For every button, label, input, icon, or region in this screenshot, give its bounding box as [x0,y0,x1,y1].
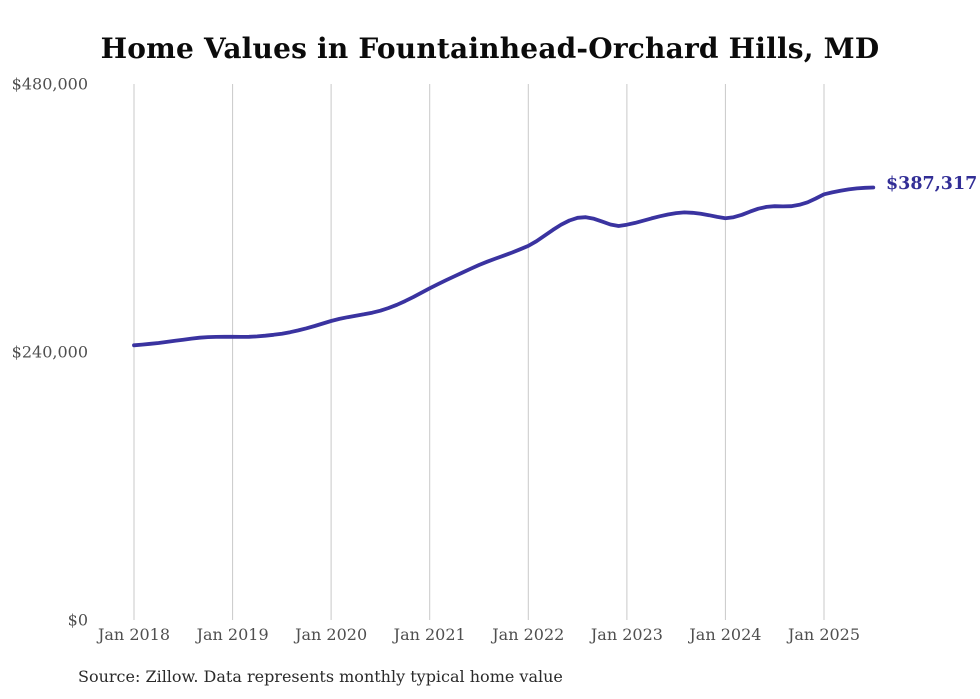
y-tick-label: $0 [67,610,88,630]
x-tick-label: Jan 2023 [590,625,663,644]
x-tick-label: Jan 2018 [97,625,171,644]
vertical-gridlines [133,84,825,620]
x-tick-label: Jan 2022 [492,625,565,644]
x-tick-label: Jan 2019 [196,625,269,644]
x-tick-label: Jan 2020 [295,625,368,644]
y-tick-label: $480,000 [11,74,88,94]
y-tick-label: $240,000 [11,342,88,362]
x-tick-label: Jan 2024 [689,625,762,644]
chart-title: Home Values in Fountainhead-Orchard Hill… [100,32,880,65]
source-note: Source: Zillow. Data represents monthly … [78,667,563,686]
x-tick-label: Jan 2021 [393,625,466,644]
current-value-label: $387,317 [886,174,978,194]
home-value-line [132,185,876,348]
x-tick-label: Jan 2025 [787,625,861,644]
